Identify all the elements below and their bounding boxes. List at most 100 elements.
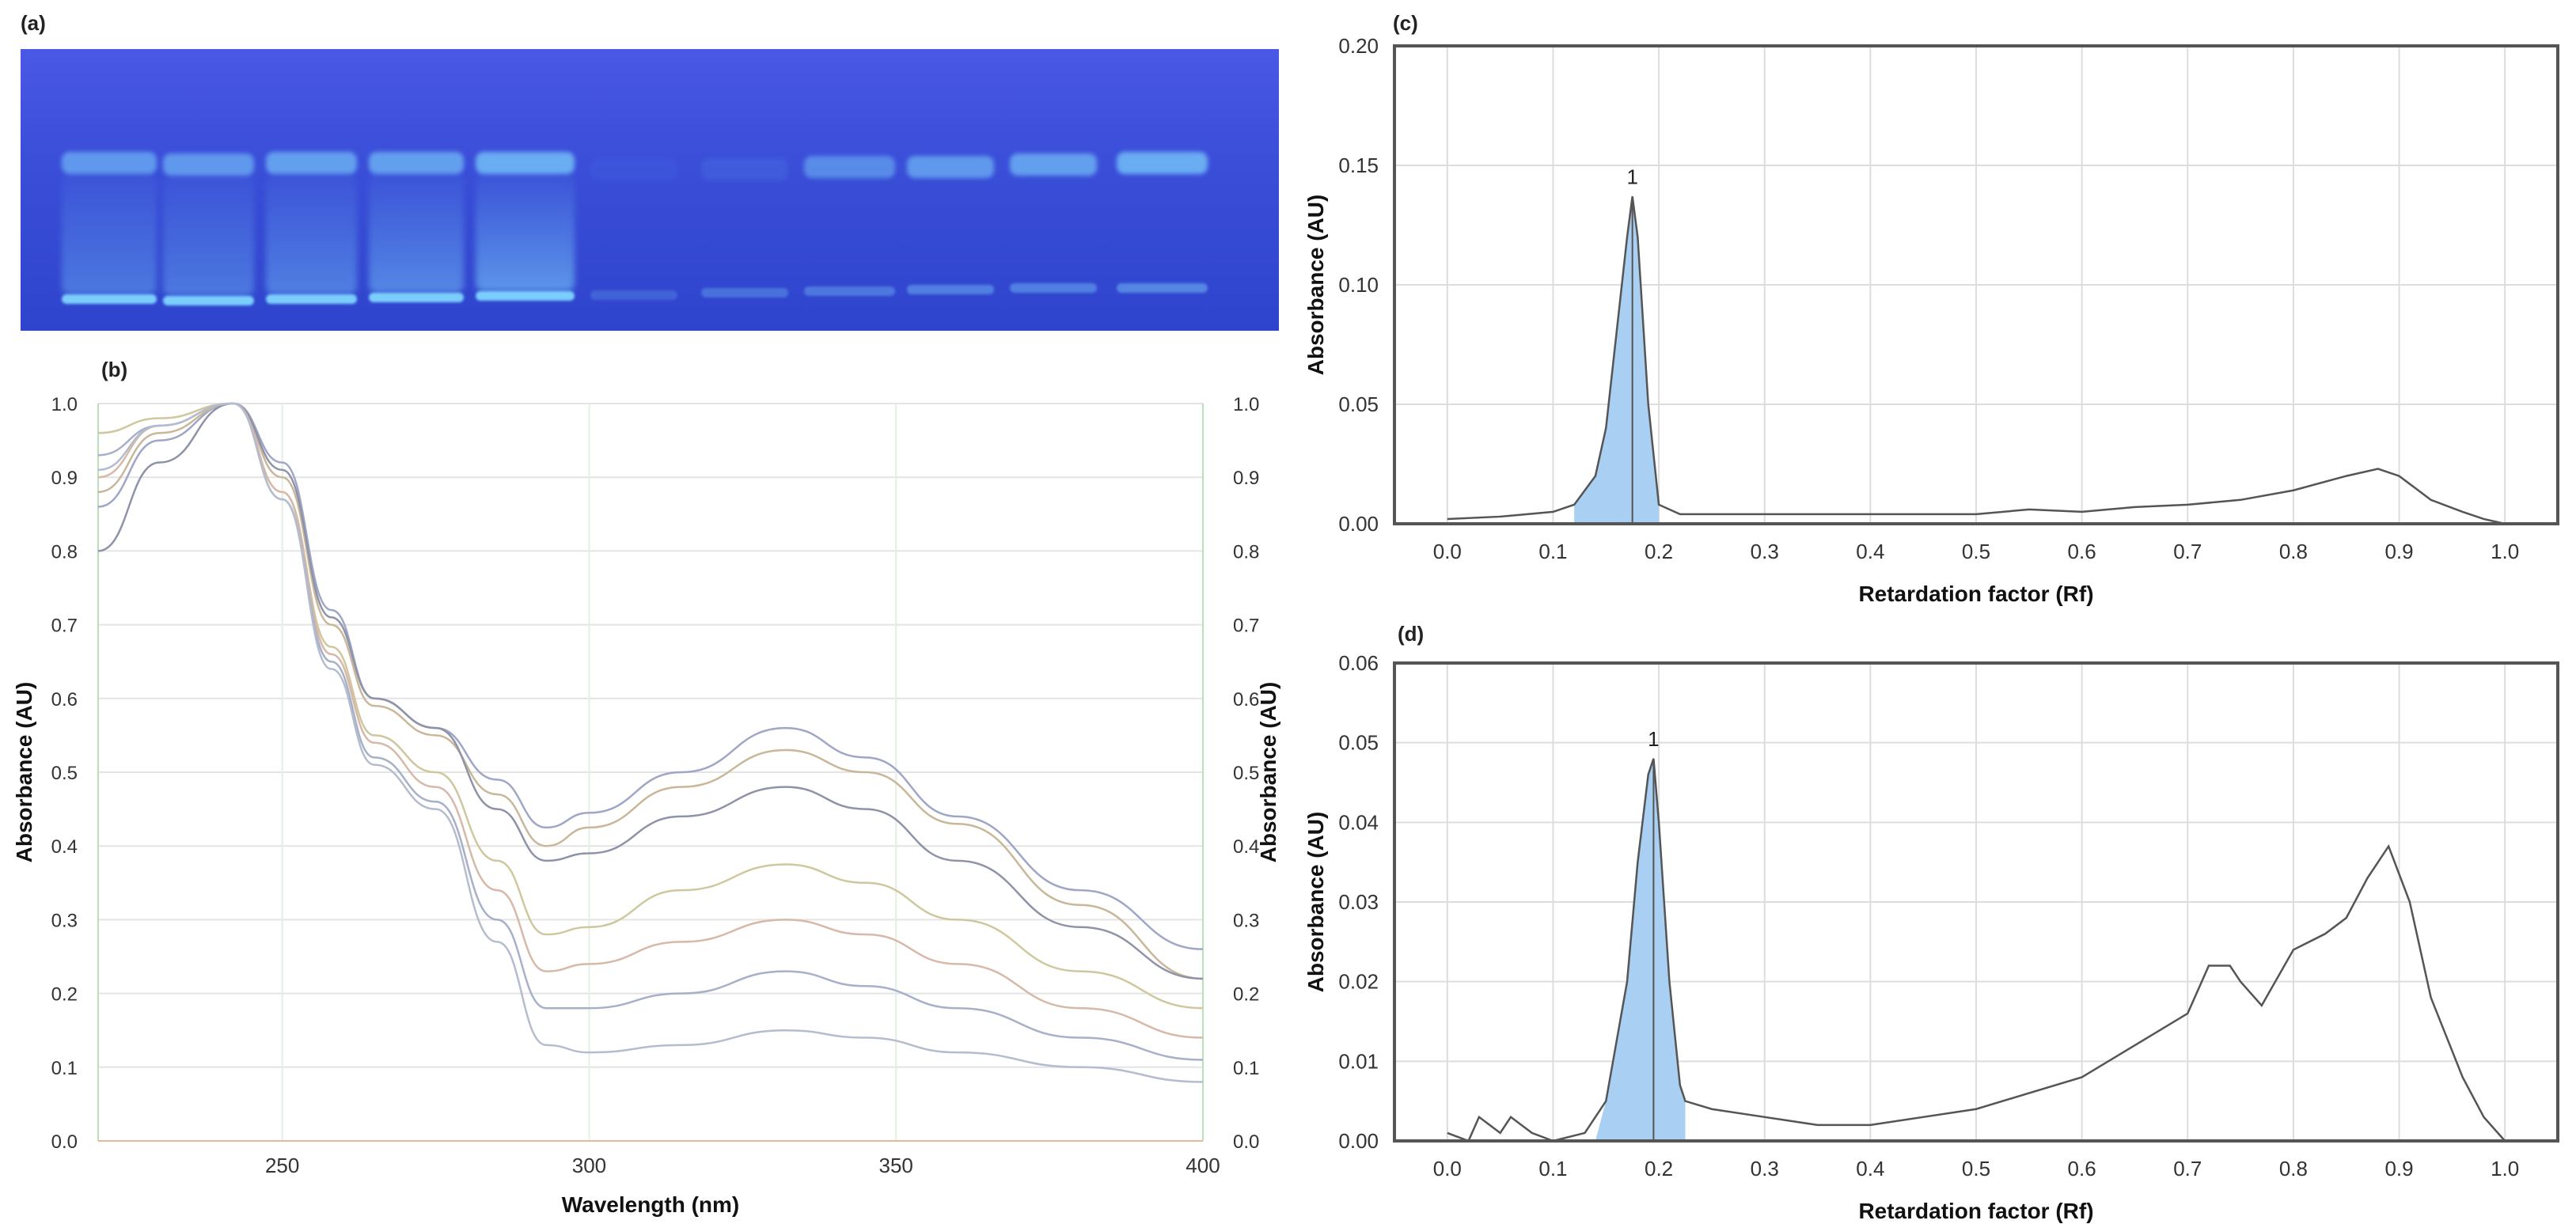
- tlc-band-upper: [701, 158, 788, 180]
- y-tick-label: 0.10: [1338, 273, 1379, 297]
- x-tick-label: 0.5: [1962, 540, 1990, 563]
- tlc-band-upper: [804, 156, 895, 178]
- y-tick-label-right: 0.0: [1233, 1131, 1259, 1153]
- y-tick-label-right: 0.6: [1233, 689, 1259, 711]
- spectrum-line: [97, 402, 1204, 1039]
- tlc-band-lower: [907, 285, 994, 294]
- y-axis-title: Absorbance (AU): [12, 682, 36, 863]
- y-tick-label: 0.9: [51, 468, 78, 489]
- tlc-band-upper: [369, 152, 464, 174]
- x-tick-label: 400: [1186, 1154, 1220, 1177]
- x-tick-label: 0.8: [2279, 1157, 2308, 1180]
- x-tick-label: 0.3: [1751, 1157, 1779, 1180]
- x-tick-label: 350: [879, 1154, 913, 1177]
- y-tick-label-right: 0.8: [1233, 541, 1259, 563]
- tlc-band-lower: [590, 290, 677, 300]
- peak-label: 1: [1626, 165, 1637, 188]
- x-tick-label: 0.0: [1433, 1157, 1462, 1180]
- tlc-band-upper: [62, 152, 157, 174]
- tlc-band-lower: [1010, 283, 1097, 293]
- x-tick-label: 0.6: [2068, 1157, 2096, 1180]
- tlc-band-upper: [1010, 153, 1097, 176]
- tlc-band-lower: [1117, 283, 1208, 293]
- x-tick-label: 0.2: [1645, 1157, 1673, 1180]
- y-tick-label-right: 0.1: [1233, 1058, 1259, 1079]
- y-tick-label: 0.0: [51, 1131, 78, 1153]
- tlc-band-streak: [163, 176, 254, 296]
- y-tick-label: 0.6: [51, 689, 78, 711]
- spectrum-line: [97, 402, 1204, 950]
- x-tick-label: 0.8: [2279, 540, 2308, 563]
- y-tick-label-right: 0.7: [1233, 616, 1259, 637]
- plot-frame: [1393, 661, 2559, 1143]
- tlc-band-lower: [369, 293, 464, 302]
- y-tick-label: 0.15: [1338, 153, 1379, 177]
- x-tick-label: 0.6: [2068, 540, 2096, 563]
- tlc-band-upper: [476, 152, 575, 174]
- tlc-band-streak: [62, 174, 157, 294]
- x-tick-label: 300: [572, 1154, 606, 1177]
- tlc-band-upper: [907, 156, 994, 178]
- x-tick-label: 0.5: [1962, 1157, 1990, 1180]
- x-axis-title: Retardation factor (Rf): [1858, 1199, 2093, 1223]
- y-tick-label: 0.1: [51, 1058, 78, 1079]
- x-axis-title: Retardation factor (Rf): [1858, 582, 2093, 606]
- y-tick-label: 0.3: [51, 910, 78, 931]
- y-tick-label: 0.00: [1338, 1129, 1379, 1153]
- x-tick-label: 0.4: [1856, 540, 1884, 563]
- tlc-band-upper: [163, 153, 254, 176]
- x-axis-title: Wavelength (nm): [562, 1192, 740, 1217]
- spectrum-line: [97, 402, 1204, 1010]
- y-tick-label-right: 0.3: [1233, 910, 1259, 931]
- y-tick-label: 0.4: [51, 836, 78, 858]
- panel-label-c: (c): [1393, 11, 1418, 35]
- x-tick-label: 0.1: [1538, 540, 1567, 563]
- panel-label-b: (b): [101, 358, 128, 381]
- densitogram-trace: [1447, 758, 2506, 1143]
- y-tick-label: 0.05: [1338, 392, 1379, 416]
- densitogram-d: 0.00 0.01 0.02 0.03 0.04 0.05 0.06 0.0 0.1 0.2 0.3…: [1303, 651, 2559, 1223]
- y-tick-label: 0.03: [1338, 890, 1379, 914]
- spectrum-line: [97, 402, 1204, 1061]
- x-tick-label: 1.0: [2491, 1157, 2519, 1180]
- tlc-band-upper: [266, 152, 357, 174]
- x-tick-label: 0.1: [1538, 1157, 1567, 1180]
- y-tick-label-right: 0.5: [1233, 763, 1259, 784]
- y-tick-label: 0.8: [51, 541, 78, 563]
- x-tick-label: 0.7: [2173, 1157, 2202, 1180]
- densitogram-trace: [1447, 196, 2506, 525]
- y-tick-label: 0.20: [1338, 34, 1379, 58]
- spectrum-line: [97, 402, 1204, 980]
- tlc-band-upper: [590, 158, 677, 180]
- tlc-band-lower: [163, 296, 254, 305]
- x-tick-label: 0.9: [2384, 540, 2413, 563]
- y-tick-label: 0.06: [1338, 651, 1379, 675]
- y-tick-label: 0.2: [51, 984, 78, 1006]
- y-tick-label: 0.04: [1338, 810, 1379, 834]
- x-tick-label: 0.0: [1433, 540, 1462, 563]
- panel-label-a: (a): [21, 11, 46, 35]
- x-tick-label: 0.7: [2173, 540, 2202, 563]
- x-tick-label: 1.0: [2491, 540, 2519, 563]
- panel-label-d: (d): [1398, 622, 1425, 646]
- tlc-plate-photo: [21, 49, 1279, 331]
- tlc-band-lower: [476, 291, 575, 301]
- y-tick-label: 0.05: [1338, 731, 1379, 755]
- uv-spectra-chart: 0.0 0.0 0.1 0.1 0.2 0.2 0.3 0.3 0.4 0.4 0.5 0.5 0.6 0…: [12, 394, 1280, 1217]
- tlc-band-lower: [62, 294, 157, 304]
- y-tick-label-right: 0.2: [1233, 984, 1259, 1006]
- plot-frame: [1393, 44, 2559, 525]
- densitogram-c: 0.00 0.05 0.10 0.15 0.20 0.0 0.1 0.2 0.3 0.4 0.5 0.…: [1303, 34, 2559, 606]
- peak-area: [1595, 758, 1686, 1141]
- tlc-band-lower: [701, 288, 788, 297]
- spectrum-line: [97, 402, 1204, 980]
- y-tick-label-right: 0.9: [1233, 468, 1259, 489]
- y-tick-label: 0.7: [51, 616, 78, 637]
- spectrum-line: [97, 402, 1204, 1083]
- tlc-band-streak: [369, 174, 464, 293]
- y-tick-label: 0.01: [1338, 1049, 1379, 1073]
- y-tick-label: 0.5: [51, 763, 78, 784]
- tlc-band-streak: [266, 174, 357, 294]
- x-tick-label: 0.2: [1645, 540, 1673, 563]
- y-axis-title: Absorbance (AU): [1303, 195, 1328, 376]
